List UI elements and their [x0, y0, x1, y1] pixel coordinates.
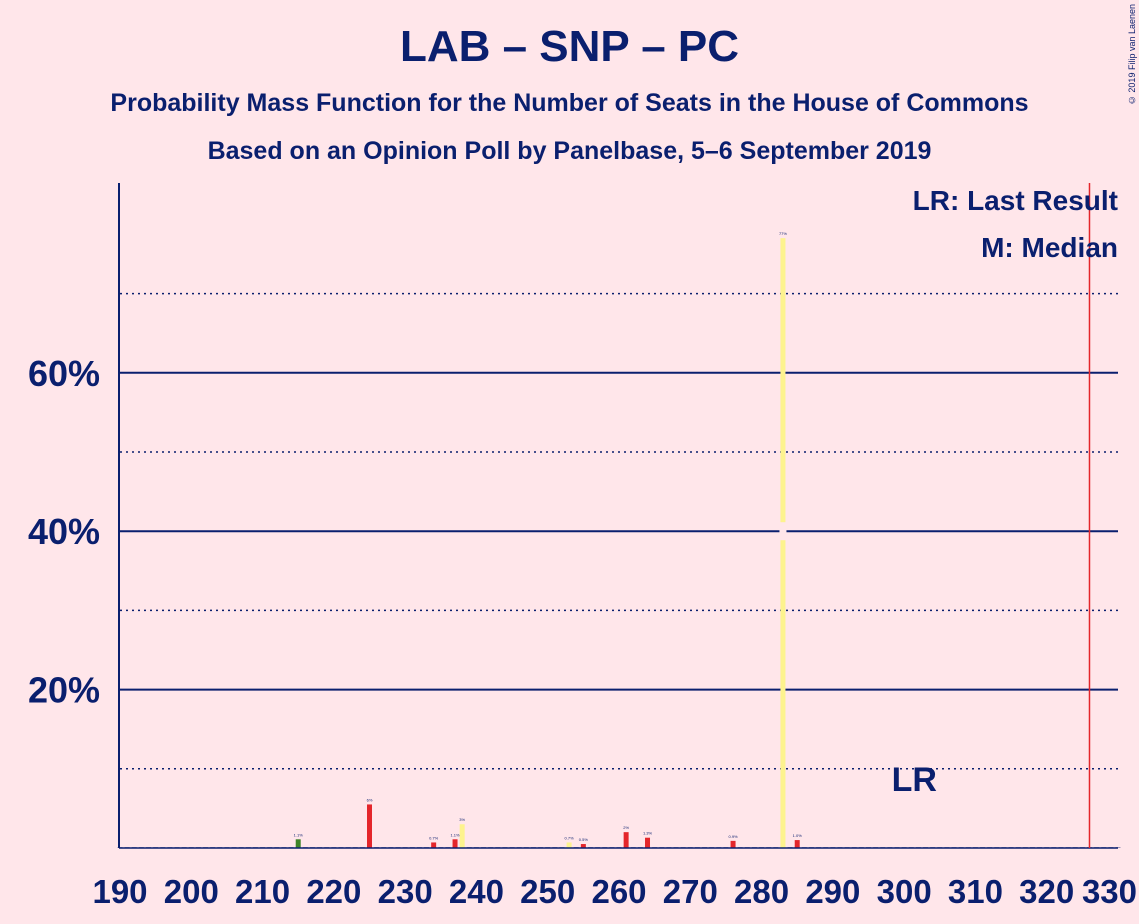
legend-last-result: LR: Last Result	[913, 185, 1118, 216]
y-tick-label-40: 40%	[28, 511, 100, 552]
bar-label-225: 6%	[367, 797, 373, 802]
y-tick-label-60: 60%	[28, 353, 100, 394]
y-tick-label-20: 20%	[28, 670, 100, 711]
x-tick-label-260: 260	[591, 873, 646, 910]
x-tick-label-290: 290	[805, 873, 860, 910]
x-tick-label-230: 230	[378, 873, 433, 910]
bar-seat-276	[730, 840, 736, 848]
bar-seat-253	[566, 842, 572, 848]
bar-label-238: 3%	[459, 817, 465, 822]
bar-seat-238	[459, 824, 465, 848]
bar-label-283: 77%	[779, 231, 787, 236]
x-tick-label-310: 310	[948, 873, 1003, 910]
bars	[117, 238, 1121, 848]
bar-seat-215	[295, 839, 301, 848]
last-result-marker: LR	[892, 761, 937, 799]
gridlines	[120, 292, 1118, 770]
bar-label-253: 0.7%	[565, 835, 575, 840]
x-tick-label-250: 250	[520, 873, 575, 910]
x-tick-label-300: 300	[877, 873, 932, 910]
chart-title: LAB – SNP – PC	[399, 22, 740, 71]
bar-label-255: 0.5%	[579, 837, 589, 842]
x-tick-label-270: 270	[663, 873, 718, 910]
bar-labels: 1.1% 6% 0.7% 1.1% 3% 0.7% 0.5% 2% 1.3% 0.9% 77% 1.0…	[294, 231, 803, 842]
x-tick-label-220: 220	[306, 873, 361, 910]
bar-seat-237	[452, 839, 458, 848]
x-tick-label-240: 240	[449, 873, 504, 910]
bar-label-264: 1.3%	[643, 831, 653, 836]
y-tick-labels: 20% 40% 60%	[28, 353, 100, 711]
bar-label-261: 2%	[623, 825, 629, 830]
x-tick-labels: 190 200 210 220 230 240 250 260 270 280 290 300 310 3…	[92, 873, 1137, 910]
bar-label-285: 1.0%	[793, 833, 803, 838]
bar-seat-285	[794, 840, 800, 848]
x-tick-label-210: 210	[235, 873, 290, 910]
median-gap	[779, 522, 787, 541]
x-tick-label-200: 200	[164, 873, 219, 910]
bar-seat-225	[367, 804, 372, 848]
x-tick-label-190: 190	[92, 873, 147, 910]
legend-median: M: Median	[981, 232, 1118, 263]
bar-seat-264	[645, 837, 651, 848]
bar-label-234: 0.7%	[429, 835, 439, 840]
x-tick-label-330: 330	[1082, 873, 1137, 910]
bar-seat-255	[580, 844, 586, 848]
x-tick-label-320: 320	[1019, 873, 1074, 910]
axes	[118, 183, 1118, 849]
chart-subtitle: Probability Mass Function for the Number…	[110, 89, 1029, 117]
bar-seat-283	[780, 238, 786, 848]
bar-label-237: 1.1%	[450, 832, 460, 837]
bar-label-215: 1.1%	[294, 832, 304, 837]
bar-label-276: 0.9%	[728, 834, 738, 839]
bar-seat-261	[623, 832, 629, 848]
x-tick-label-280: 280	[734, 873, 789, 910]
chart-subtitle-poll: Based on an Opinion Poll by Panelbase, 5…	[207, 137, 932, 165]
bar-seat-234	[431, 842, 437, 848]
